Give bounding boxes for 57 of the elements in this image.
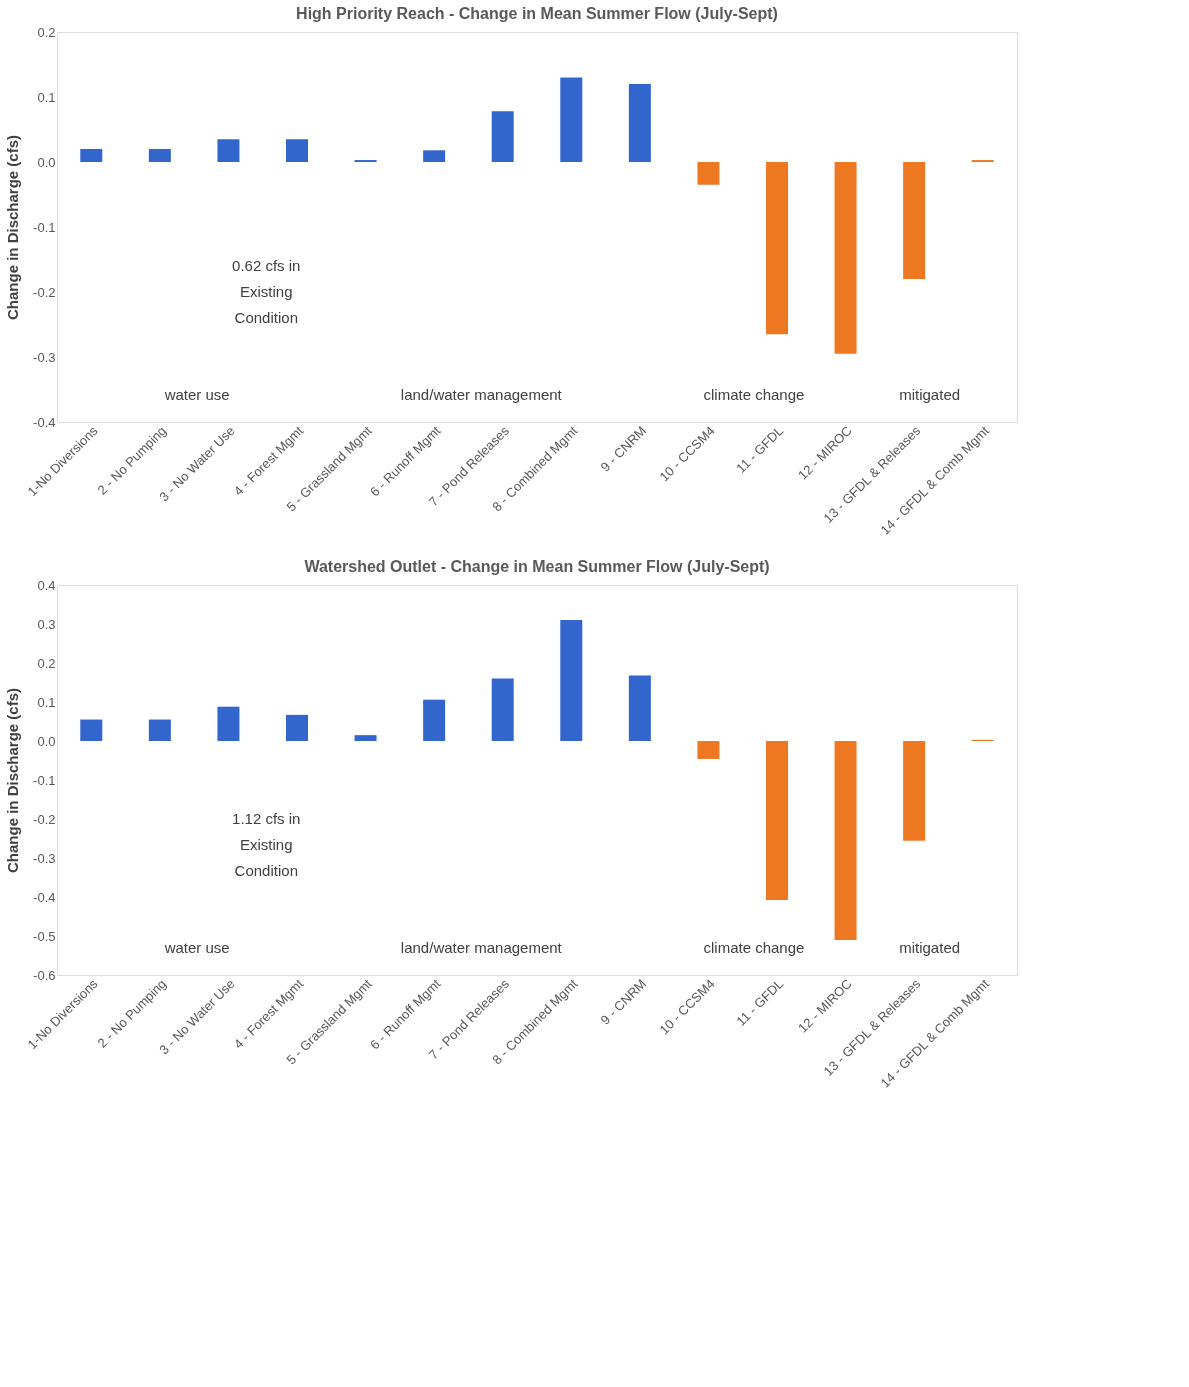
annotation: water use [163, 385, 230, 403]
bar [834, 162, 857, 354]
annotation: land/water management [400, 385, 563, 403]
bar [560, 77, 583, 162]
bar [834, 741, 857, 940]
annotation: land/water management [400, 938, 563, 956]
bar [903, 741, 926, 841]
bar [491, 111, 514, 162]
bar [766, 741, 788, 901]
bar [628, 675, 651, 741]
annotation: 0.62 cfs in Existing Condition [232, 257, 301, 326]
bar [80, 149, 103, 162]
bar [697, 741, 720, 759]
y-tick-label: -0.1 [33, 219, 56, 235]
bar [491, 678, 514, 741]
bar [217, 706, 240, 741]
bar [286, 714, 308, 741]
annotation: mitigated [899, 385, 961, 403]
y-tick-label: -0.3 [33, 349, 56, 365]
annotation: climate change [703, 385, 805, 403]
bar [697, 162, 720, 185]
y-axis-title: Change in Discharge (cfs) [4, 687, 22, 874]
bar [217, 139, 240, 162]
annotation: mitigated [899, 938, 961, 956]
bar [423, 699, 446, 741]
chart-title: Watershed Outlet - Change in Mean Summer Flow (July-Sept) [304, 558, 770, 575]
annotation: climate change [703, 938, 805, 956]
y-tick-label: 0.2 [37, 655, 56, 671]
y-tick-label: -0.4 [33, 414, 56, 430]
y-tick-label: -0.6 [33, 967, 56, 983]
bar [148, 719, 171, 741]
y-tick-label: 0.0 [37, 733, 56, 749]
y-tick-label: 0.1 [37, 89, 56, 105]
y-tick-label: -0.1 [33, 772, 56, 788]
bar [148, 149, 171, 162]
bar [628, 84, 651, 162]
bar [903, 162, 926, 279]
y-axis-title: Change in Discharge (cfs) [4, 134, 22, 321]
y-tick-label: -0.4 [33, 889, 56, 905]
y-tick-label: 0.1 [37, 694, 56, 710]
bar [80, 719, 103, 741]
y-tick-label: 0.4 [37, 577, 56, 593]
y-tick-label: -0.2 [33, 811, 56, 827]
bar [354, 735, 377, 741]
y-tick-label: -0.3 [33, 850, 56, 866]
bar [766, 162, 788, 335]
annotation: 1.12 cfs in Existing Condition [232, 810, 301, 879]
bar [560, 620, 583, 741]
bar [286, 139, 308, 162]
annotation: water use [163, 938, 230, 956]
y-tick-label: -0.2 [33, 284, 56, 300]
y-tick-label: 0.0 [37, 154, 56, 170]
bar [423, 150, 446, 162]
y-tick-label: 0.2 [37, 24, 56, 40]
chart-title: High Priority Reach - Change in Mean Summer Flow (July-Sept) [296, 5, 778, 22]
y-tick-label: 0.3 [37, 616, 56, 632]
y-tick-label: -0.5 [33, 928, 56, 944]
